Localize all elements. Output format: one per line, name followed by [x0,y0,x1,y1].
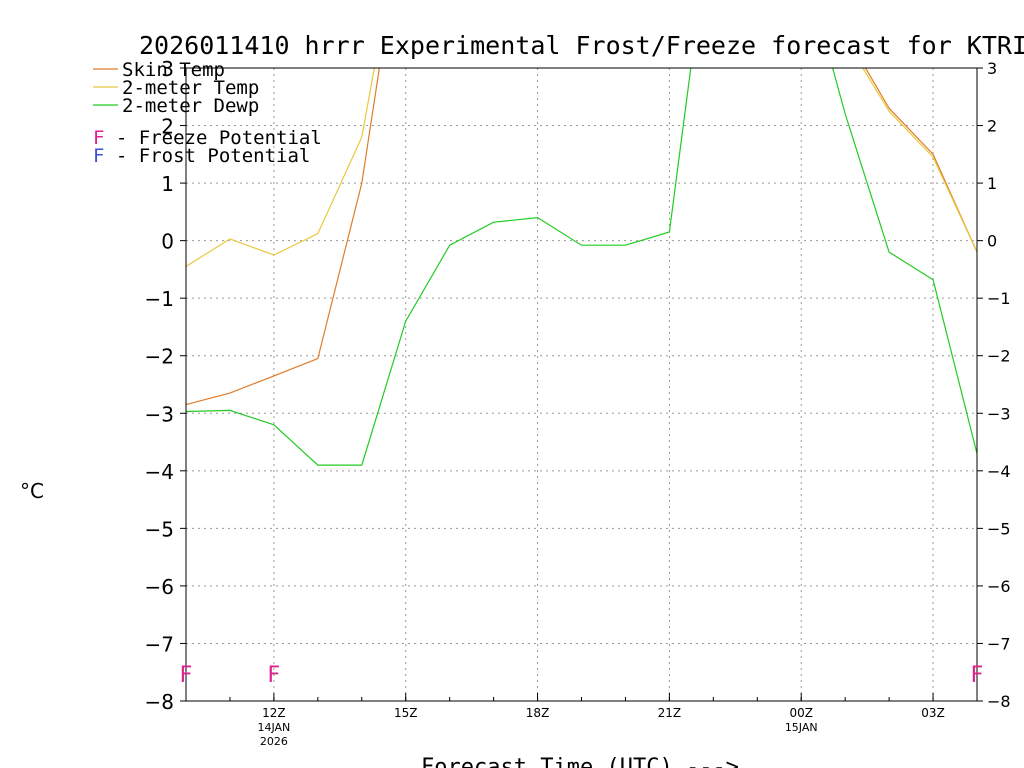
legend-entry: Skin Temp [122,59,225,81]
y-tick-label-left: −4 [145,460,174,484]
series-lines [186,68,977,466]
x-tick-date: 14JAN [257,721,290,734]
freeze-potential-marker: F [268,663,281,688]
x-tick-label: 18Z [526,706,550,720]
y-tick-label-left: 1 [161,172,174,196]
legend-entry: 2-meter Dewp [122,95,259,117]
y-tick-label-right: 3 [987,59,997,78]
y-tick-label-right: 0 [987,232,997,251]
y-tick-label-right: −7 [987,634,1011,653]
x-tick-date: 15JAN [785,721,818,734]
legend-potential-entry: F - Freeze Potential [93,127,322,149]
y-tick-label-left: −7 [145,632,174,656]
y-tick-label-right: −2 [987,347,1011,366]
legend-potential-glyph: F [93,127,104,149]
x-tick-label: 03Z [921,706,945,720]
series-line-2-meter-temp [186,68,977,268]
y-tick-label-left: −8 [145,690,174,714]
y-tick-label-left: 2 [161,115,174,139]
x-tick-label: 15Z [394,706,418,720]
legend-potential-text: - Frost Potential [104,145,310,167]
y-tick-label-right: 2 [987,117,997,136]
y-tick-label-right: −4 [987,462,1011,481]
y-tick-label-left: −5 [145,517,174,541]
y-tick-label-right: 1 [987,174,997,193]
legend-potential-text: - Freeze Potential [104,127,321,149]
y-tick-label-left: 3 [161,57,174,81]
x-tick-label: 00Z [789,706,813,720]
freeze-potential-marker: F [180,663,193,688]
y-tick-label-left: −6 [145,575,174,599]
y-tick-label-right: −6 [987,577,1011,596]
y-axis-label: °C [20,479,44,503]
y-tick-label-right: −5 [987,519,1011,538]
series-line-2-meter-dewp [186,68,977,466]
chart-title: 2026011410 hrrr Experimental Frost/Freez… [139,31,1024,60]
x-tick-label: 12Z [262,706,286,720]
series-line-skin-temp [186,68,977,406]
y-tick-label-right: −1 [987,289,1011,308]
legend-entry: 2-meter Temp [122,77,259,99]
y-axis-left: 3 2 1 0 −1 −2 −3 −4 −5 −6 −7 −8 [145,57,186,714]
y-axis-right: 3 2 1 0 −1 −2 −3 −4 −5 −6 −7 −8 [977,59,1011,711]
legend-potential-glyph: F [93,145,104,167]
y-tick-label-left: −1 [145,287,174,311]
freeze-potential-marker: F [971,663,984,688]
y-tick-label-left: −2 [145,345,174,369]
x-tick-label: 21Z [658,706,682,720]
legend-potential-entry: F - Frost Potential [93,145,310,167]
y-tick-label-left: 0 [161,230,174,254]
y-tick-label-left: −3 [145,402,174,426]
y-tick-label-right: −3 [987,404,1011,423]
x-tick-year: 2026 [260,735,288,748]
x-axis-label: Forecast Time (UTC) ---> [421,755,739,768]
y-tick-label-right: −8 [987,692,1011,711]
